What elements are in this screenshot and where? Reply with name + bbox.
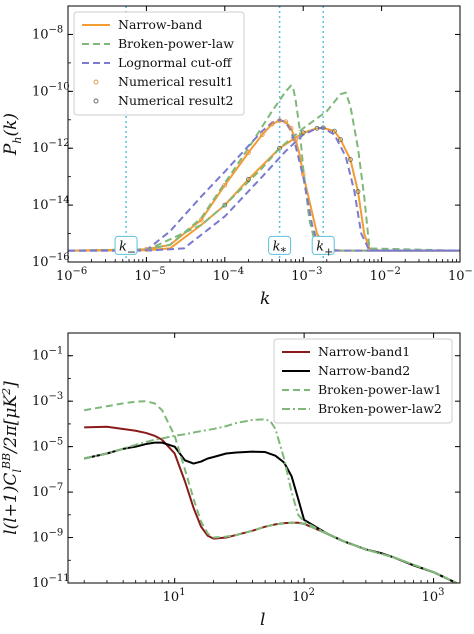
legend-label: Lognormal cut-off — [118, 55, 232, 70]
series-line-3 — [68, 91, 460, 252]
legend-marker — [93, 79, 99, 85]
marker-0-10 — [300, 172, 306, 177]
legend-box — [273, 338, 453, 424]
legend-label: Narrow-band2 — [318, 363, 410, 378]
x-tick-label: 10−1 — [448, 266, 474, 284]
legend-label: Narrow-band1 — [318, 344, 410, 359]
legend-label: Numerical result1 — [118, 74, 233, 89]
marker-0-4 — [259, 132, 265, 138]
marker-0-3 — [246, 150, 251, 156]
plot-area — [83, 400, 457, 583]
legend-label: Narrow-band — [118, 17, 202, 32]
vline-label-1: k* — [268, 235, 292, 258]
y-tick-label: 10−16 — [32, 252, 70, 270]
axes-frame — [67, 5, 461, 263]
vline-label-text: k* — [273, 239, 287, 258]
marker-1-7 — [338, 137, 344, 143]
x-tick-label: 10−3 — [291, 266, 322, 284]
x-tick-label: 10−5 — [134, 266, 165, 284]
legend-label: Numerical result2 — [118, 93, 233, 108]
bottom-panel-bb-spectrum: 101 102 103 10−11 10−9 10−7 10−5 10−3 10−1 l l(l+1… — [0, 332, 461, 630]
y-tick-label: 10−9 — [32, 528, 63, 546]
plot-area — [68, 6, 460, 262]
marker-1-1 — [246, 177, 251, 182]
x-tick-label: 103 — [422, 587, 445, 605]
x-tick-label: 10−4 — [213, 266, 244, 284]
marker-0-0 — [143, 246, 149, 252]
x-tick-label: 102 — [292, 587, 315, 605]
y-tick-label: 10−3 — [32, 391, 63, 409]
y-axis-label: l(l+1)ClBB/2π[μK2] — [0, 381, 24, 535]
vline-label-box — [311, 235, 335, 255]
y-tick-label: 10−5 — [32, 437, 63, 455]
vline-label-text: k− — [119, 239, 136, 258]
x-tick-label: 10−6 — [56, 266, 87, 284]
series-line-5 — [68, 126, 460, 252]
marker-0-6 — [277, 118, 282, 123]
legend-marker — [93, 98, 99, 104]
legend-box — [73, 11, 245, 116]
vline-label-0: k− — [114, 235, 138, 258]
y-tick-label: 10−10 — [32, 81, 70, 99]
y-tick-label: 10−11 — [32, 573, 70, 591]
marker-0-9 — [293, 137, 299, 143]
y-tick-label: 10−12 — [32, 138, 70, 156]
marker-0-1 — [198, 217, 204, 223]
y-tick-label: 10−1 — [32, 346, 63, 364]
legend-label: Broken-power-law2 — [318, 401, 442, 416]
marker-0-2 — [222, 182, 228, 188]
marker-0-7 — [283, 119, 289, 125]
marker-1-2 — [277, 145, 282, 151]
series-line-4 — [68, 118, 460, 252]
marker-0-8 — [288, 125, 294, 131]
series-line-3 — [83, 418, 457, 583]
vline-label-box — [268, 235, 292, 255]
marker-1-3 — [300, 130, 306, 136]
marker-1-4 — [314, 125, 320, 131]
series-line-2 — [83, 400, 457, 583]
x-axis-label: k — [260, 289, 270, 309]
vline-label-box — [114, 235, 138, 255]
marker-1-5 — [320, 125, 326, 131]
legend-label: Broken-power-law — [118, 36, 234, 51]
x-axis-label: l — [260, 610, 265, 630]
legend-label: Broken-power-law1 — [318, 382, 442, 397]
x-tick-label: 101 — [163, 587, 186, 605]
marker-0-5 — [269, 121, 275, 127]
series-line-1 — [68, 126, 460, 252]
x-tick-label: 10−2 — [370, 266, 401, 284]
vline-label-text: k+ — [316, 239, 333, 258]
y-tick-label: 10−14 — [32, 195, 70, 213]
marker-1-8 — [348, 157, 353, 162]
axes-frame — [67, 332, 461, 584]
legend: Narrow-band1 Narrow-band2 Broken-power-law… — [273, 338, 453, 424]
marker-1-9 — [355, 189, 361, 194]
y-tick-label: 10−7 — [32, 482, 63, 500]
legend: Narrow-band Broken-power-law Lognormal cut… — [73, 11, 245, 116]
y-tick-label: 10−8 — [32, 24, 63, 42]
y-axis-label: Ph(k) — [1, 113, 24, 156]
series-line-0 — [68, 119, 460, 252]
series-line-1 — [83, 441, 457, 583]
marker-1-0 — [222, 202, 228, 208]
vline-label-2: k+ — [311, 235, 335, 258]
top-panel-power-spectrum: k− k* k+ 10−6 10−5 10−4 10−3 10−2 10−1 10−16 10−14… — [1, 5, 474, 309]
marker-1-6 — [331, 128, 337, 134]
